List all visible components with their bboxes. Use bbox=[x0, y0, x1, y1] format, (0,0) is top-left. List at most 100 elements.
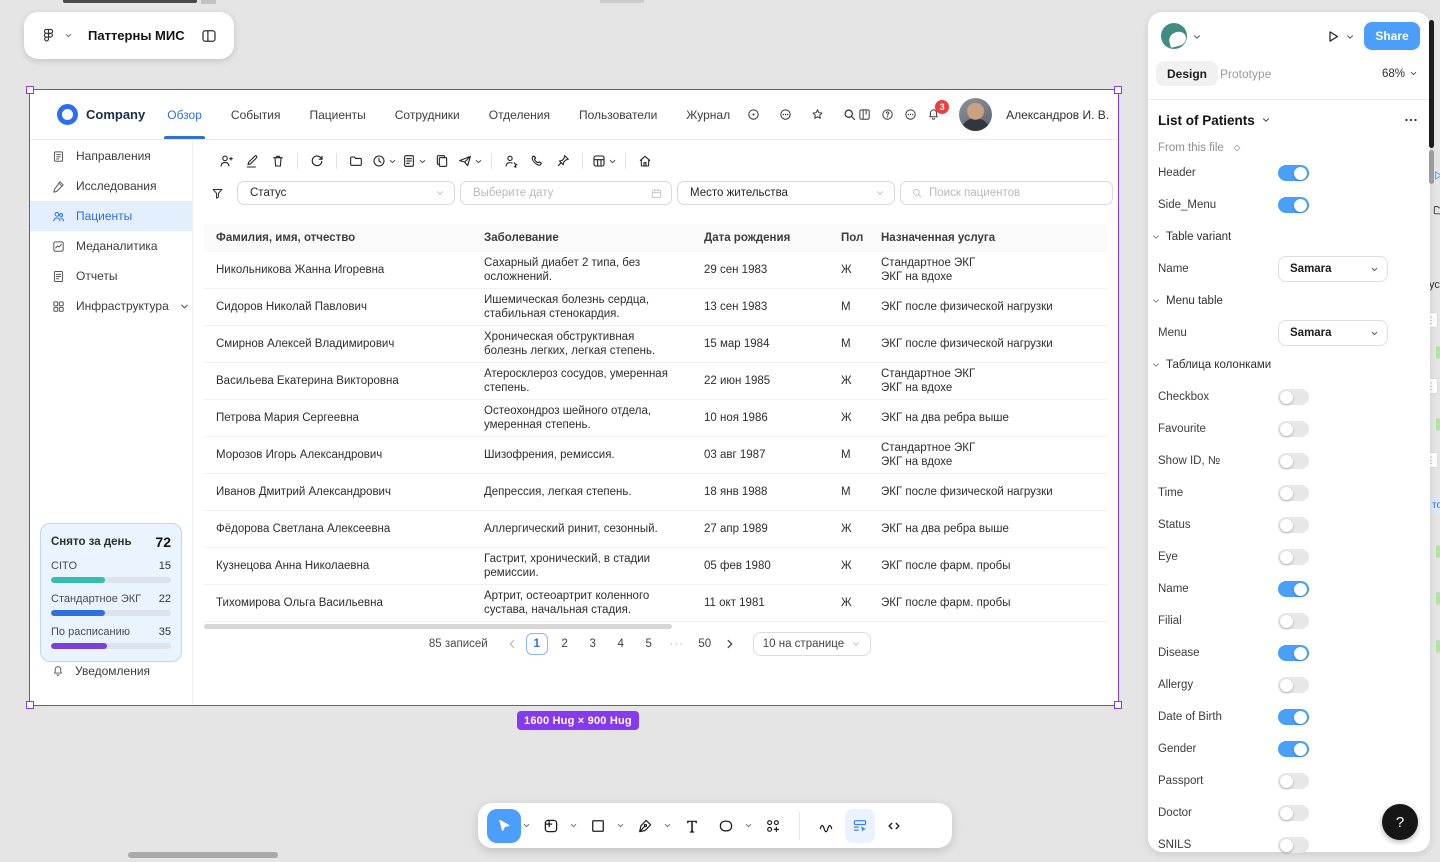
toggle-favourite[interactable] bbox=[1278, 421, 1309, 437]
toggle-status[interactable] bbox=[1278, 517, 1309, 533]
pin-tool-button[interactable] bbox=[550, 150, 576, 172]
grid-tool-button[interactable] bbox=[589, 150, 619, 172]
selection-handle[interactable] bbox=[26, 701, 34, 709]
table-row-5[interactable]: Морозов Игорь Александрович Шизофрения, р… bbox=[204, 437, 1107, 474]
trash-tool-button[interactable] bbox=[265, 150, 291, 172]
toggle-side-menu[interactable] bbox=[1278, 197, 1309, 213]
chevron-down-icon[interactable] bbox=[616, 821, 625, 830]
pen-tool[interactable] bbox=[628, 809, 662, 843]
page-1[interactable]: 1 bbox=[525, 633, 548, 655]
table-row-2[interactable]: Смирнов Алексей Владимирович Хроническая … bbox=[204, 326, 1107, 363]
chatd-button[interactable] bbox=[903, 107, 918, 122]
sidebar-item-направления[interactable]: Направления bbox=[30, 141, 192, 171]
present-button[interactable] bbox=[1324, 28, 1341, 45]
selection-handle[interactable] bbox=[1114, 701, 1122, 709]
nav-item-журнал[interactable]: Журнал bbox=[686, 107, 731, 122]
toggle-header[interactable] bbox=[1278, 165, 1309, 181]
table-row-4[interactable]: Петрова Мария Сергеевна Остеохондроз шейн… bbox=[204, 400, 1107, 437]
move-tool[interactable] bbox=[487, 808, 521, 843]
board-button[interactable] bbox=[857, 107, 872, 122]
table-row-6[interactable]: Иванов Дмитрий Александрович Депрессия, л… bbox=[204, 474, 1107, 511]
page-5[interactable]: 5 bbox=[645, 638, 652, 650]
table-row-0[interactable]: Никольникова Жанна Игоревна Сахарный диаб… bbox=[204, 252, 1107, 289]
toggle-checkbox[interactable] bbox=[1278, 389, 1309, 405]
nav-item-обзор[interactable]: Обзор bbox=[164, 90, 205, 139]
chevron-down-icon[interactable] bbox=[1345, 32, 1355, 42]
page-2[interactable]: 2 bbox=[561, 638, 568, 650]
zoom-control[interactable]: 68% bbox=[1382, 61, 1418, 86]
user-name[interactable]: Александров И. В. bbox=[1006, 107, 1110, 122]
helpc-button[interactable] bbox=[880, 107, 895, 122]
panel-section-menu-table[interactable]: Menu table bbox=[1151, 285, 1420, 317]
toggle-gender[interactable] bbox=[1278, 741, 1309, 757]
account-avatar[interactable] bbox=[1161, 23, 1187, 49]
shape-tool[interactable] bbox=[709, 809, 743, 843]
prev-page-button[interactable] bbox=[505, 637, 519, 651]
toggle-passport[interactable] bbox=[1278, 773, 1309, 789]
canvas-horizontal-scrollbar[interactable] bbox=[128, 852, 278, 858]
component-name[interactable]: List of Patients bbox=[1158, 112, 1255, 128]
chevron-down-icon[interactable] bbox=[663, 821, 672, 830]
target-button[interactable] bbox=[746, 107, 761, 122]
select-menu[interactable]: Samara bbox=[1278, 320, 1388, 346]
table-row-8[interactable]: Кузнецова Анна Николаевна Гастрит, хронич… bbox=[204, 548, 1107, 585]
table-row-3[interactable]: Васильева Екатерина Викторовна Атеросклер… bbox=[204, 363, 1107, 400]
selection-handle[interactable] bbox=[1114, 86, 1122, 94]
sidebar-item-меданалитика[interactable]: Меданалитика bbox=[30, 231, 192, 261]
toggle-filial[interactable] bbox=[1278, 613, 1309, 629]
user-pin-tool-button[interactable] bbox=[498, 150, 524, 172]
search-button[interactable] bbox=[842, 107, 857, 122]
chevron-down-icon[interactable] bbox=[522, 821, 531, 830]
status-filter-select[interactable]: Статус bbox=[237, 181, 455, 205]
phone-tool-button[interactable] bbox=[524, 150, 550, 172]
text-tool[interactable] bbox=[675, 809, 709, 843]
layout-panels-icon[interactable] bbox=[200, 27, 218, 45]
table-row-9[interactable]: Тихомирова Ольга Васильевна Артрит, остео… bbox=[204, 585, 1107, 622]
date-filter-input[interactable]: Выберите дату bbox=[460, 181, 672, 205]
select-name[interactable]: Samara bbox=[1278, 256, 1388, 282]
per-page-select[interactable]: 10 на странице bbox=[752, 632, 872, 656]
toggle-time[interactable] bbox=[1278, 485, 1309, 501]
next-page-button[interactable] bbox=[723, 637, 737, 651]
sidebar-item-notifications[interactable]: Уведомления bbox=[51, 664, 150, 678]
folder-tool-button[interactable] bbox=[343, 150, 369, 172]
send-tool-button[interactable] bbox=[455, 150, 485, 172]
nav-item-пациенты[interactable]: Пациенты bbox=[309, 107, 366, 122]
star-button[interactable] bbox=[810, 107, 825, 122]
toggle-doctor[interactable] bbox=[1278, 805, 1309, 821]
help-button[interactable]: ? bbox=[1382, 804, 1418, 840]
filedoc-tool-button[interactable] bbox=[399, 150, 429, 172]
table-horizontal-scrollbar[interactable] bbox=[204, 624, 672, 629]
nav-item-пользователи[interactable]: Пользователи bbox=[578, 107, 658, 122]
resources-tool[interactable] bbox=[756, 809, 790, 843]
frame-tool[interactable] bbox=[534, 809, 568, 843]
chevron-down-icon[interactable] bbox=[64, 31, 73, 40]
rectangle-tool[interactable] bbox=[581, 809, 615, 843]
toggle-eye[interactable] bbox=[1278, 549, 1309, 565]
selection-handle[interactable] bbox=[26, 86, 34, 94]
share-button[interactable]: Share bbox=[1364, 22, 1420, 50]
sidebar-item-пациенты[interactable]: Пациенты bbox=[30, 201, 192, 231]
filter-icon[interactable] bbox=[210, 186, 225, 201]
chat-button[interactable] bbox=[778, 107, 793, 122]
patient-search-input[interactable]: Поиск пациентов bbox=[900, 181, 1113, 205]
file-title[interactable]: Паттерны МИС bbox=[88, 28, 185, 43]
nav-item-сотрудники[interactable]: Сотрудники bbox=[394, 107, 460, 122]
toggle-show-id[interactable] bbox=[1278, 453, 1309, 469]
clock-tool-button[interactable] bbox=[369, 150, 399, 172]
panel-section-таблица-колонками[interactable]: Таблица колонками bbox=[1151, 349, 1420, 381]
page-4[interactable]: 4 bbox=[617, 638, 624, 650]
toggle-name[interactable] bbox=[1278, 581, 1309, 597]
sidebar-item-инфраструктура[interactable]: Инфраструктура bbox=[30, 291, 192, 321]
chevron-down-icon[interactable] bbox=[569, 821, 578, 830]
page-50[interactable]: 50 bbox=[698, 638, 712, 650]
toggle-snils[interactable] bbox=[1278, 837, 1309, 853]
draw-tool[interactable] bbox=[809, 809, 843, 843]
panel-scrollbar[interactable] bbox=[1429, 20, 1434, 148]
home-tool-button[interactable] bbox=[632, 150, 658, 172]
panel-section-table-variant[interactable]: Table variant bbox=[1151, 221, 1420, 253]
table-row-7[interactable]: Фёдорова Светлана Алексеевна Аллергически… bbox=[204, 511, 1107, 548]
toggle-date-of-birth[interactable] bbox=[1278, 709, 1309, 725]
notifications-button[interactable]: 3 bbox=[926, 100, 950, 122]
edit-grid-tool[interactable] bbox=[845, 808, 875, 843]
